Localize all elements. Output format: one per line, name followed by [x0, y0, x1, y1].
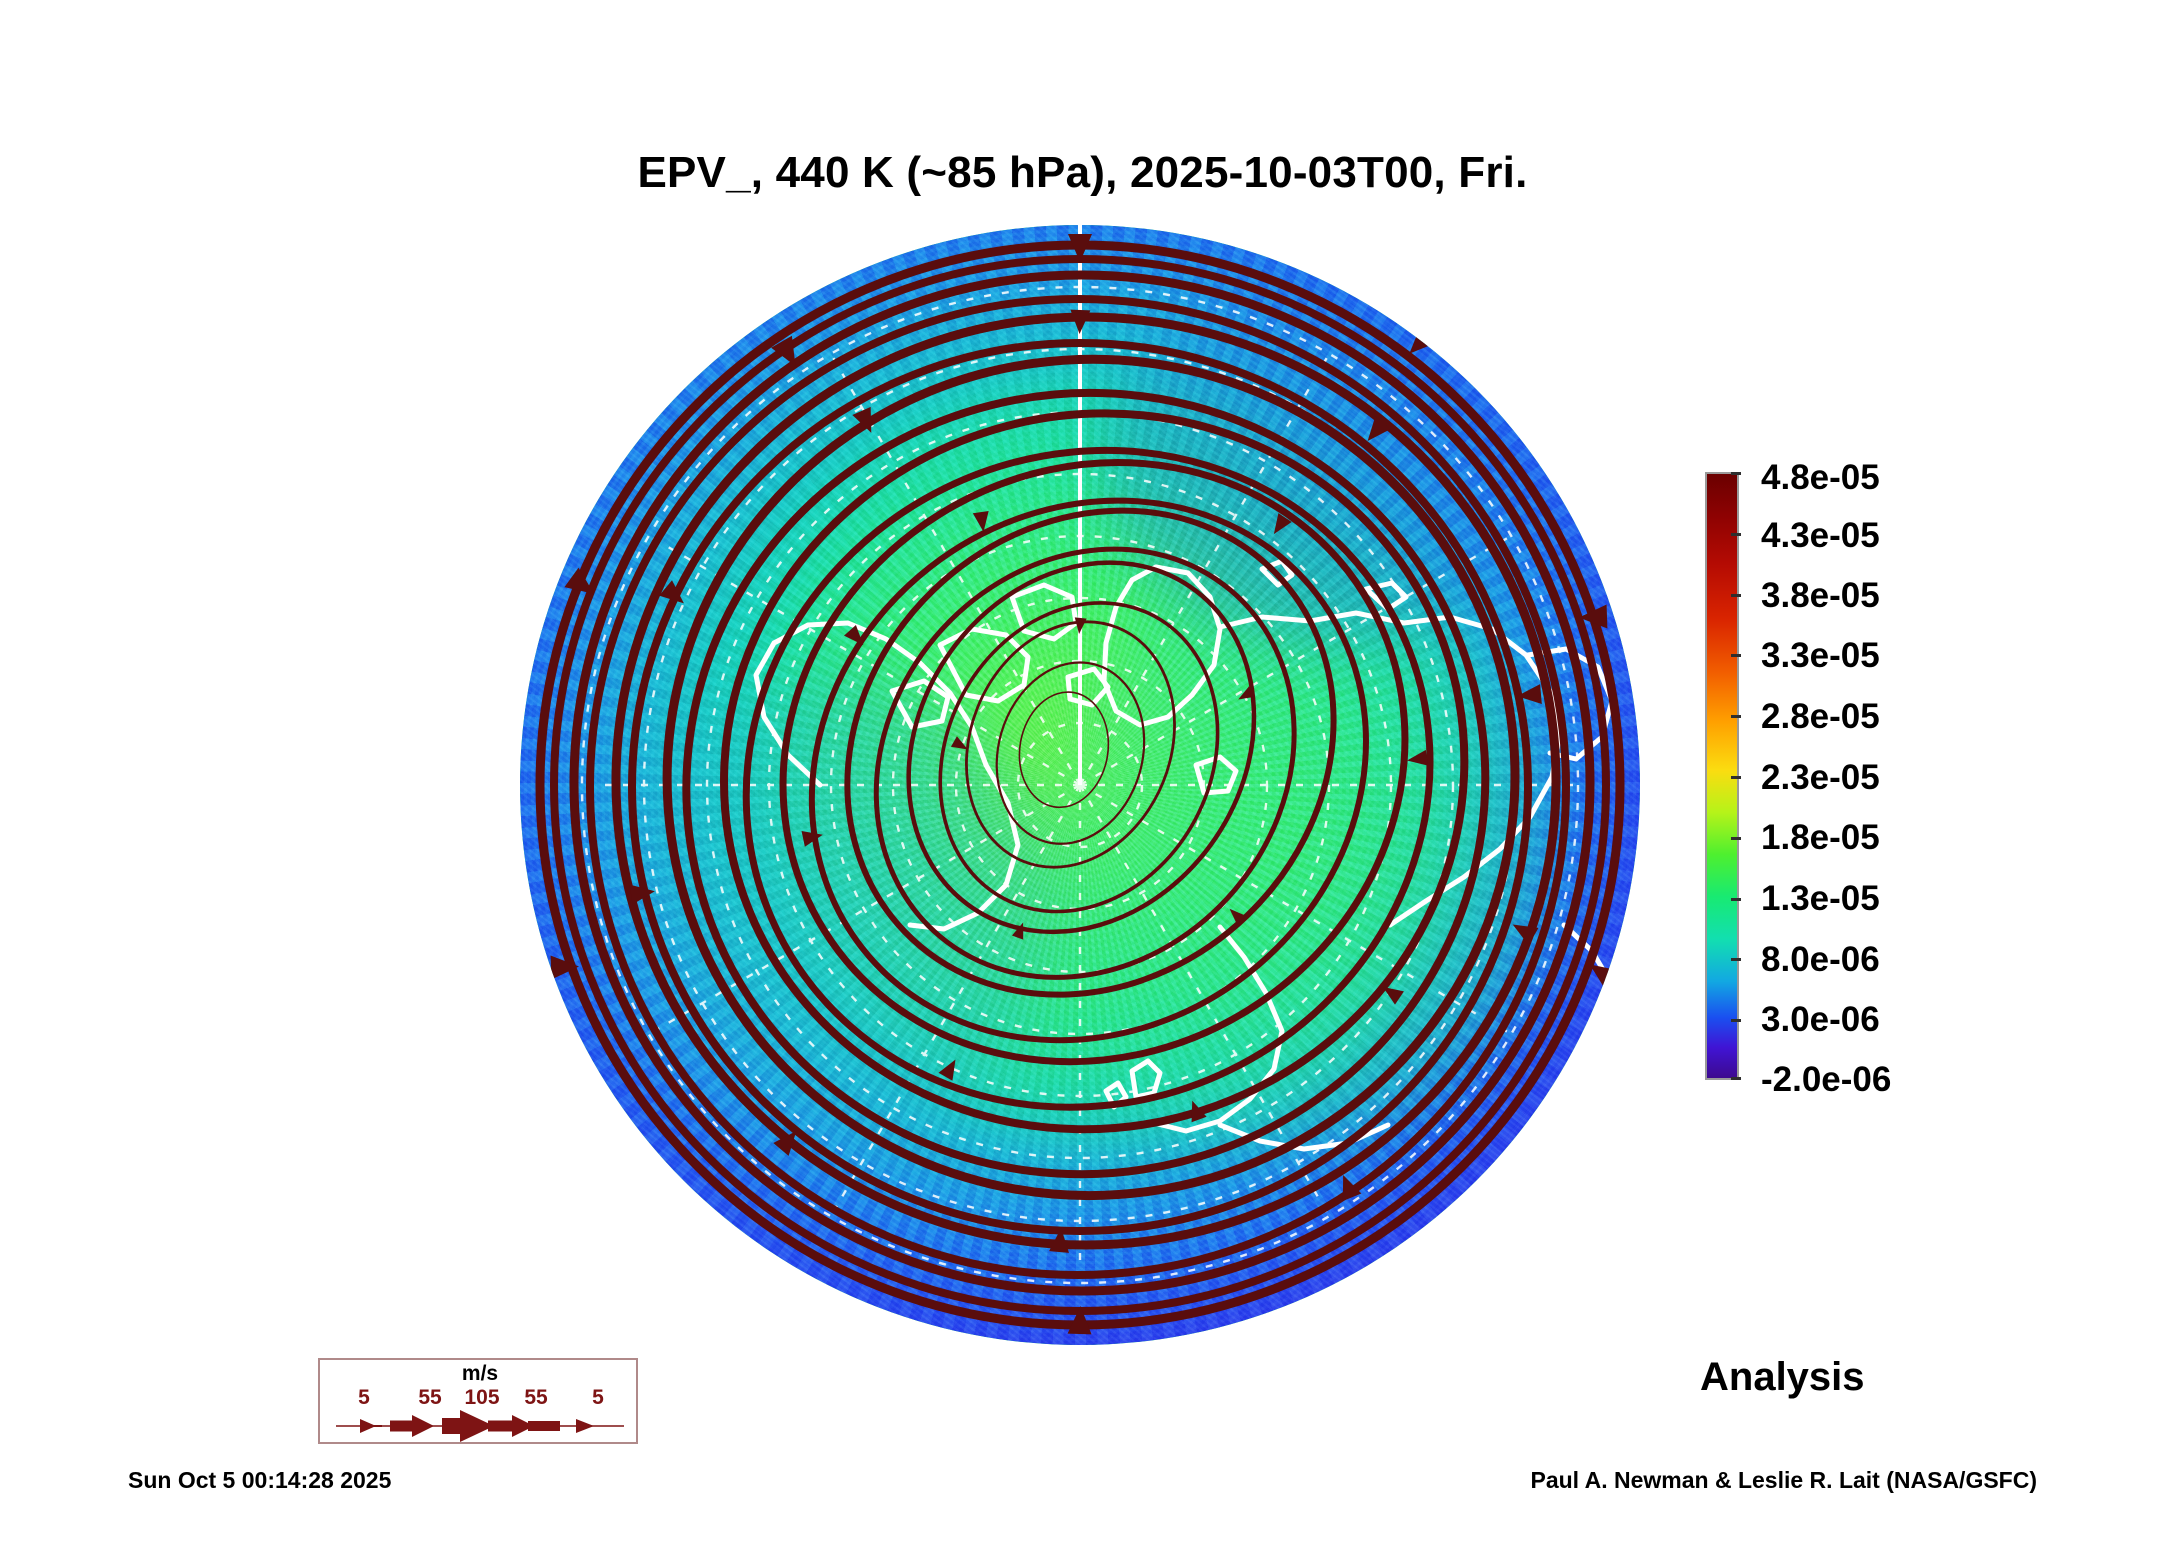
- wind-key-tick: 105: [464, 1386, 500, 1409]
- analysis-label: Analysis: [1700, 1355, 1865, 1399]
- wind-key-unit-label: m/s: [461, 1362, 499, 1385]
- colorbar-tick: [1731, 533, 1741, 536]
- wind-key-tick: 55: [524, 1386, 548, 1409]
- wind-key-tick: 55: [418, 1386, 442, 1409]
- colorbar-label: -2.0e-06: [1761, 1060, 1892, 1099]
- colorbar-label: 2.8e-05: [1761, 697, 1880, 736]
- render-timestamp: Sun Oct 5 00:14:28 2025: [128, 1467, 392, 1493]
- colorbar-tick: [1731, 776, 1741, 779]
- colorbar-label: 8.0e-06: [1761, 940, 1880, 979]
- author-credit: Paul A. Newman & Leslie R. Lait (NASA/GS…: [1530, 1467, 2037, 1493]
- colorbar-label: 3.3e-05: [1761, 636, 1880, 675]
- colorbar-tick: [1731, 715, 1741, 718]
- wind-key-tick: 5: [592, 1386, 604, 1409]
- map-disc: [520, 225, 1640, 1345]
- colorbar-label: 4.3e-05: [1761, 516, 1880, 555]
- colorbar-label: 1.3e-05: [1761, 879, 1880, 918]
- colorbar-label: 3.8e-05: [1761, 576, 1880, 615]
- colorbar-tick: [1731, 1077, 1741, 1080]
- wind-streamlines: [535, 234, 1625, 1335]
- polar-map-panel[interactable]: [520, 225, 1640, 1345]
- wind-key-tick: 5: [358, 1386, 370, 1409]
- colorbar-label: 1.8e-05: [1761, 818, 1880, 857]
- wind-speed-key: m/s 5 55 105 55 5: [318, 1358, 638, 1444]
- streamline-arrowheads: [550, 234, 1620, 1335]
- colorbar-tick: [1731, 472, 1741, 475]
- colorbar-label: 3.0e-06: [1761, 1000, 1880, 1039]
- colorbar-tick: [1731, 1019, 1741, 1022]
- colorbar-tick: [1731, 958, 1741, 961]
- colorbar-tick: [1731, 594, 1741, 597]
- wind-key-arrow-scale: [336, 1410, 624, 1442]
- colorbar-label: 4.8e-05: [1761, 458, 1880, 497]
- page-title: EPV_, 440 K (~85 hPa), 2025-10-03T00, Fr…: [637, 148, 1528, 197]
- colorbar-tick: [1731, 898, 1741, 901]
- colorbar-tick: [1731, 654, 1741, 657]
- colorbar-tick: [1731, 837, 1741, 840]
- colorbar-label: 2.3e-05: [1761, 758, 1880, 797]
